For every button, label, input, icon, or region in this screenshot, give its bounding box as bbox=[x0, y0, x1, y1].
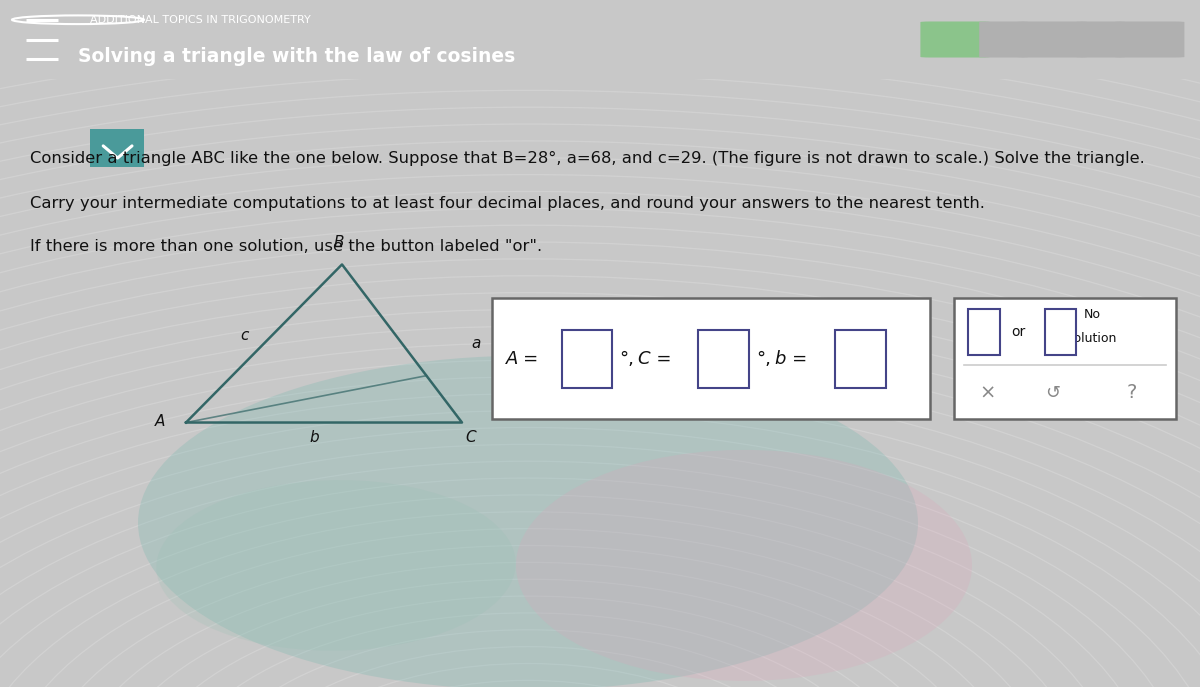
FancyBboxPatch shape bbox=[979, 21, 1028, 58]
Text: No: No bbox=[1084, 308, 1100, 322]
Text: b =: b = bbox=[775, 350, 808, 368]
Text: ADDITIONAL TOPICS IN TRIGONOMETRY: ADDITIONAL TOPICS IN TRIGONOMETRY bbox=[90, 14, 311, 25]
Text: Carry your intermediate computations to at least four decimal places, and round : Carry your intermediate computations to … bbox=[30, 196, 985, 211]
Text: If there is more than one solution, use the button labeled "or".: If there is more than one solution, use … bbox=[30, 238, 542, 254]
Text: solution: solution bbox=[1067, 332, 1117, 344]
FancyBboxPatch shape bbox=[562, 330, 612, 387]
FancyBboxPatch shape bbox=[1076, 21, 1126, 58]
Text: °,: °, bbox=[619, 350, 634, 368]
FancyBboxPatch shape bbox=[492, 298, 930, 420]
Text: ×: × bbox=[979, 383, 996, 402]
Text: or: or bbox=[1012, 325, 1026, 339]
FancyBboxPatch shape bbox=[1018, 21, 1087, 58]
Text: Solving a triangle with the law of cosines: Solving a triangle with the law of cosin… bbox=[78, 47, 515, 67]
FancyBboxPatch shape bbox=[1115, 21, 1184, 58]
FancyBboxPatch shape bbox=[698, 330, 749, 387]
FancyBboxPatch shape bbox=[90, 129, 144, 167]
Text: Consider a triangle ABC like the one below. Suppose that B=28°, a=68, and c=29. : Consider a triangle ABC like the one bel… bbox=[30, 150, 1145, 166]
Ellipse shape bbox=[138, 356, 918, 687]
Text: c: c bbox=[240, 328, 248, 343]
Text: A: A bbox=[155, 414, 166, 429]
Text: B: B bbox=[334, 236, 343, 251]
Text: °,: °, bbox=[756, 350, 770, 368]
Text: C =: C = bbox=[638, 350, 672, 368]
Text: C: C bbox=[466, 431, 476, 445]
Text: ?: ? bbox=[1127, 383, 1136, 402]
FancyBboxPatch shape bbox=[835, 330, 886, 387]
FancyBboxPatch shape bbox=[920, 21, 990, 58]
FancyBboxPatch shape bbox=[968, 309, 1000, 354]
FancyBboxPatch shape bbox=[1045, 309, 1076, 354]
FancyBboxPatch shape bbox=[954, 298, 1176, 420]
Ellipse shape bbox=[156, 480, 516, 651]
Text: a: a bbox=[472, 336, 481, 351]
Ellipse shape bbox=[516, 450, 972, 681]
Text: A =: A = bbox=[506, 350, 540, 368]
Text: b: b bbox=[310, 431, 319, 445]
Text: ↺: ↺ bbox=[1045, 384, 1060, 402]
